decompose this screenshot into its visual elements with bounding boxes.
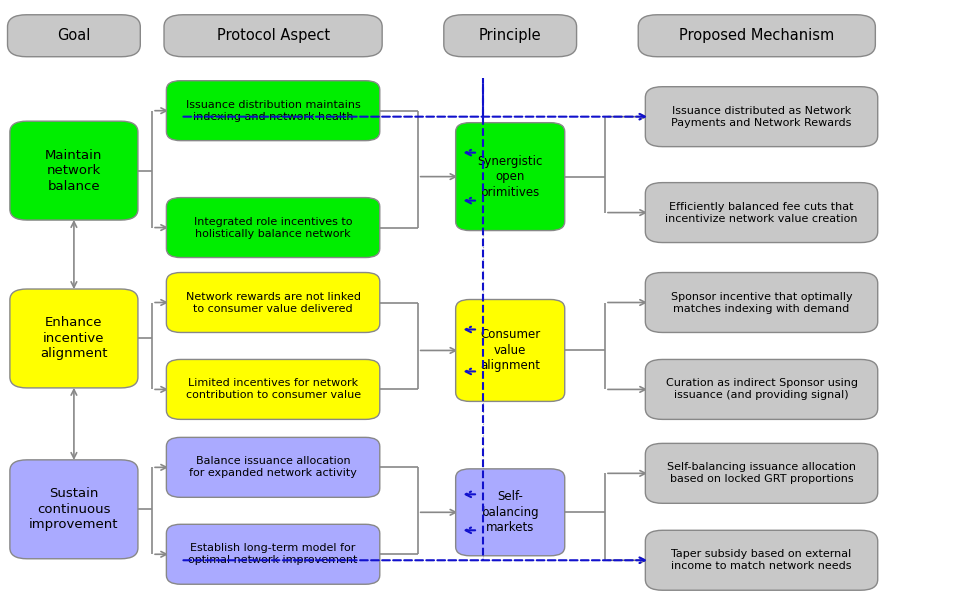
FancyBboxPatch shape [443,15,576,57]
Text: Taper subsidy based on external
income to match network needs: Taper subsidy based on external income t… [671,549,851,571]
FancyBboxPatch shape [166,80,379,140]
FancyBboxPatch shape [456,123,564,231]
Text: Establish long-term model for
optimal network improvement: Establish long-term model for optimal ne… [188,543,357,565]
FancyBboxPatch shape [644,272,877,333]
Text: Issuance distribution maintains
indexing and network health: Issuance distribution maintains indexing… [186,100,360,122]
Text: Issuance distributed as Network
Payments and Network Rewards: Issuance distributed as Network Payments… [671,106,851,128]
Text: Proposed Mechanism: Proposed Mechanism [679,28,834,43]
Text: Curation as indirect Sponsor using
issuance (and providing signal): Curation as indirect Sponsor using issua… [665,378,857,401]
FancyBboxPatch shape [10,121,138,220]
FancyBboxPatch shape [166,198,379,258]
Text: Limited incentives for network
contribution to consumer value: Limited incentives for network contribut… [185,378,360,401]
Text: Integrated role incentives to
holistically balance network: Integrated role incentives to holistical… [193,217,352,238]
FancyBboxPatch shape [8,15,140,57]
FancyBboxPatch shape [166,272,379,333]
Text: Self-
balancing
markets: Self- balancing markets [481,490,538,534]
Text: Sustain
continuous
improvement: Sustain continuous improvement [30,487,118,531]
FancyBboxPatch shape [644,443,877,503]
Text: Consumer
value
alignment: Consumer value alignment [479,329,539,373]
Text: Synergistic
open
primitives: Synergistic open primitives [477,155,542,198]
Text: Network rewards are not linked
to consumer value delivered: Network rewards are not linked to consum… [186,292,360,313]
FancyBboxPatch shape [166,525,379,584]
Text: Sponsor incentive that optimally
matches indexing with demand: Sponsor incentive that optimally matches… [670,292,851,313]
Text: Enhance
incentive
alignment: Enhance incentive alignment [40,316,108,361]
FancyBboxPatch shape [456,299,564,401]
FancyBboxPatch shape [10,289,138,388]
Text: Principle: Principle [478,28,541,43]
FancyBboxPatch shape [164,15,382,57]
FancyBboxPatch shape [166,437,379,497]
Text: Balance issuance allocation
for expanded network activity: Balance issuance allocation for expanded… [189,456,356,479]
FancyBboxPatch shape [456,469,564,556]
FancyBboxPatch shape [644,183,877,243]
Text: Self-balancing issuance allocation
based on locked GRT proportions: Self-balancing issuance allocation based… [666,462,855,485]
Text: Protocol Aspect: Protocol Aspect [216,28,330,43]
Text: Goal: Goal [57,28,91,43]
FancyBboxPatch shape [644,359,877,419]
FancyBboxPatch shape [638,15,875,57]
Text: Efficiently balanced fee cuts that
incentivize network value creation: Efficiently balanced fee cuts that incen… [664,201,857,224]
FancyBboxPatch shape [166,359,379,419]
FancyBboxPatch shape [644,531,877,590]
Text: Maintain
network
balance: Maintain network balance [45,149,103,192]
FancyBboxPatch shape [644,87,877,146]
FancyBboxPatch shape [10,460,138,559]
